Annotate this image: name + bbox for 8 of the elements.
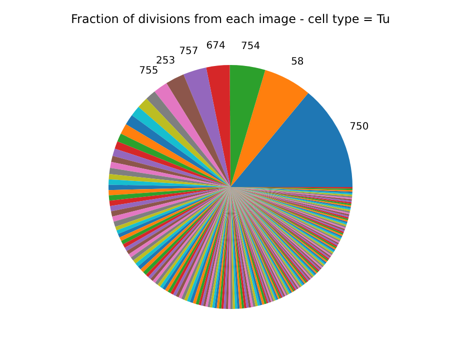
slice-label: 755: [139, 66, 158, 77]
slice-label: 750: [350, 121, 369, 132]
slice-label: 757: [179, 46, 198, 58]
slice-label: 674: [206, 40, 226, 52]
slice-label: 253: [156, 56, 176, 66]
slice-label: 754: [240, 41, 260, 52]
chart-title: Fraction of divisions from each image - cell type = Tu: [71, 12, 390, 26]
slice-label: 58: [291, 56, 304, 68]
